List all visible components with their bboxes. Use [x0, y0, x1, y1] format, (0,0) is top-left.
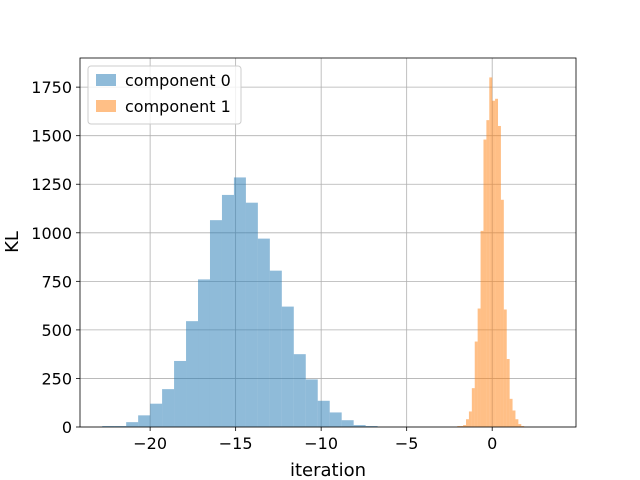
y-axis-label: KL [2, 231, 23, 253]
histogram-bar-component-1 [506, 359, 510, 427]
legend-label-component-0: component 0 [125, 71, 231, 90]
histogram-bar-component-1 [480, 230, 484, 427]
histogram-bar-component-0 [233, 177, 246, 427]
y-tick-label: 0 [62, 418, 72, 437]
x-tick-label: −15 [219, 434, 253, 453]
histogram-bar-component-1 [457, 426, 461, 427]
legend-swatch-component-0 [96, 74, 116, 86]
y-tick-label: 250 [41, 369, 72, 388]
histogram-bar-component-0 [198, 279, 210, 427]
axis-ticks: −20 −15 −10 −5 0 0 250 500 750 1000 1250 1500 1750 [31, 78, 497, 453]
histogram-bar-component-0 [186, 321, 199, 427]
histogram-bar-component-0 [353, 425, 366, 427]
histogram-bar-component-0 [150, 403, 163, 427]
histogram-bar-component-1 [521, 426, 525, 427]
histogram-bar-component-1 [483, 139, 487, 427]
histogram-bar-component-1 [500, 199, 504, 427]
histogram-bar-component-1 [460, 426, 464, 427]
x-tick-label: −5 [395, 434, 419, 453]
histogram-bar-component-0 [126, 422, 139, 427]
histogram-bar-component-0 [341, 420, 354, 427]
histogram-bar-component-0 [114, 426, 127, 427]
y-tick-label: 1250 [31, 175, 72, 194]
histogram-bar-component-1 [498, 125, 501, 427]
x-tick-label: 0 [487, 434, 497, 453]
x-tick-label: −20 [133, 434, 167, 453]
histogram-bar-component-0 [329, 412, 342, 427]
histogram-bar-component-1 [518, 424, 522, 427]
histogram-bar-component-0 [317, 400, 330, 427]
histogram-bar-component-1 [512, 410, 516, 427]
histogram-bar-component-1 [477, 308, 481, 427]
histogram-bar-component-0 [102, 426, 115, 427]
histogram-bar-component-1 [503, 309, 507, 427]
y-tick-label: 1500 [31, 127, 72, 146]
histogram-bar-component-0 [245, 202, 258, 427]
legend-swatch-component-1 [96, 100, 116, 112]
histogram-bar-component-1 [509, 398, 513, 427]
y-tick-label: 1750 [31, 78, 72, 97]
x-axis-label: iteration [290, 460, 366, 480]
histogram-bar-component-1 [463, 425, 467, 427]
histogram-bar-component-1 [468, 411, 472, 427]
histogram-bar-component-0 [293, 354, 306, 427]
legend-box [87, 65, 242, 125]
y-tick-label: 1000 [31, 224, 72, 243]
bars [102, 77, 525, 427]
legend: component 0 component 1 [87, 65, 242, 125]
histogram-bar-component-0 [162, 389, 175, 427]
histogram-bar-component-0 [365, 426, 378, 427]
histogram-bar-component-1 [489, 77, 493, 427]
y-tick-label: 750 [41, 272, 72, 291]
histogram-bar-component-0 [138, 415, 151, 427]
histogram-bar-component-0 [174, 360, 187, 427]
histogram-bar-component-1 [474, 341, 478, 427]
legend-label-component-1: component 1 [125, 97, 231, 116]
histogram-bar-component-1 [495, 98, 499, 427]
histogram-bar-component-0 [209, 220, 222, 427]
histogram-bar-component-1 [492, 100, 496, 427]
histogram-bar-component-1 [471, 388, 475, 427]
histogram-bar-component-0 [281, 306, 294, 427]
y-tick-label: 500 [41, 321, 72, 340]
histogram-bar-component-1 [466, 419, 469, 427]
histogram-bar-component-1 [515, 419, 519, 427]
histogram-bar-component-0 [269, 270, 282, 427]
histogram-bar-component-0 [305, 379, 318, 427]
plot-frame [79, 57, 577, 428]
x-tick-label: −10 [304, 434, 338, 453]
histogram-bar-component-1 [486, 120, 490, 427]
histogram-bar-component-0 [221, 194, 234, 427]
histogram-bar-component-0 [257, 238, 270, 427]
